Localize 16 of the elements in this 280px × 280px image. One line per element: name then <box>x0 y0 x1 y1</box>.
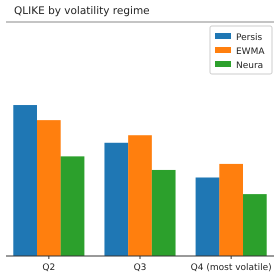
bar <box>60 156 84 256</box>
legend-label: EWMA <box>236 47 266 57</box>
bar <box>13 105 37 256</box>
x-tick-label: Q3 <box>134 263 146 273</box>
bar <box>219 164 244 256</box>
legend-label: Neura <box>236 61 264 71</box>
bar <box>243 194 267 256</box>
x-tick-label: Q4 (most volatile) <box>190 263 272 273</box>
chart-title: QLIKE by volatility regime <box>14 5 150 17</box>
bar <box>152 170 176 256</box>
x-tick-label: Q2 <box>42 263 56 273</box>
bar <box>36 120 61 256</box>
legend-label: Persis <box>236 33 263 43</box>
bar <box>104 142 128 256</box>
bar <box>196 177 220 256</box>
bar <box>128 135 152 256</box>
